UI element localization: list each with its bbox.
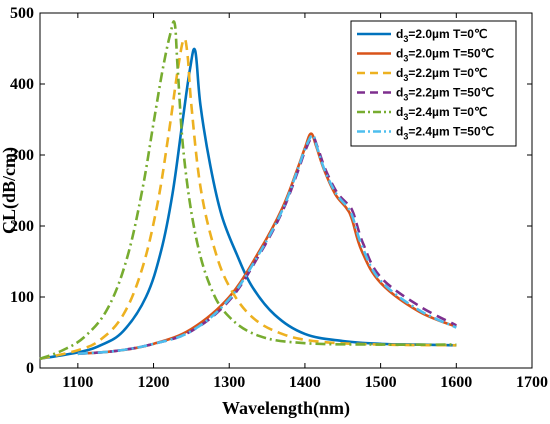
y-tick-label: 300 [10, 147, 34, 164]
legend-label-3: d3=2.2µm T=0℃ [396, 66, 487, 83]
legend-box [350, 20, 517, 147]
y-axis: 0 100 200 300 400 500 [10, 5, 532, 377]
legend-label-6: d3=2.4µm T=50℃ [396, 125, 494, 142]
x-tick-label: 1100 [62, 374, 93, 391]
legend-label-5: d3=2.4µm T=0℃ [396, 105, 487, 122]
x-tick-label: 1400 [289, 374, 321, 391]
x-tick-label: 1200 [138, 374, 170, 391]
x-axis: 1100 1200 1300 1400 1500 1600 1700 [62, 13, 548, 391]
legend: d3=2.0µm T=0℃ d3=2.0µm T=50℃ d3=2.2µm T=0℃… [350, 20, 517, 147]
series-line-3 [39, 37, 457, 361]
x-tick-label: 1700 [516, 374, 548, 391]
y-axis-title: CL(dB/cm) [0, 147, 20, 234]
y-tick-label: 400 [10, 76, 34, 93]
y-tick-label: 500 [10, 5, 34, 22]
x-tick-label: 1500 [365, 374, 397, 391]
x-tick-label: 1600 [440, 374, 472, 391]
x-axis-title: Wavelength(nm) [222, 398, 350, 419]
series-line-1 [39, 47, 457, 361]
x-tick-label: 1300 [213, 374, 245, 391]
series-line-4 [77, 135, 457, 356]
legend-label-1: d3=2.0µm T=0℃ [396, 27, 487, 44]
legend-label-2: d3=2.0µm T=50℃ [396, 47, 494, 64]
series-line-2 [77, 132, 457, 356]
y-tick-label: 200 [10, 218, 34, 235]
y-tick-label: 0 [26, 360, 34, 377]
series-line-6 [77, 133, 457, 356]
legend-label-4: d3=2.2µm T=50℃ [396, 86, 494, 103]
series-line-5 [39, 20, 457, 360]
series-layer [39, 20, 457, 361]
y-tick-label: 100 [10, 289, 34, 306]
